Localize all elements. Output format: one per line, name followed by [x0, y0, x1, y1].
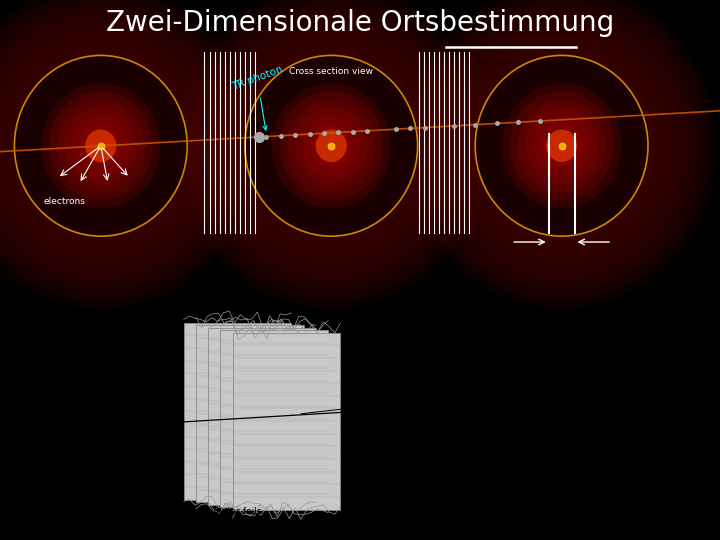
Ellipse shape — [310, 124, 352, 167]
Bar — [208, 328, 316, 504]
Ellipse shape — [7, 48, 194, 244]
Ellipse shape — [41, 83, 161, 208]
Ellipse shape — [406, 0, 717, 308]
Ellipse shape — [0, 26, 215, 265]
Ellipse shape — [0, 0, 256, 308]
Ellipse shape — [518, 100, 606, 192]
Ellipse shape — [541, 124, 582, 167]
Ellipse shape — [57, 100, 145, 192]
Text: Zwei-Dimensionale Ortsbestimmung: Zwei-Dimensionale Ortsbestimmung — [106, 9, 614, 37]
Ellipse shape — [526, 108, 598, 184]
Ellipse shape — [0, 33, 208, 258]
Ellipse shape — [49, 92, 153, 200]
Ellipse shape — [203, 12, 459, 280]
Ellipse shape — [533, 116, 590, 176]
Ellipse shape — [210, 19, 452, 272]
Text: Cross section view: Cross section view — [289, 67, 373, 76]
Bar — [233, 333, 341, 510]
Text: TR photon: TR photon — [409, 355, 455, 364]
Ellipse shape — [427, 5, 696, 287]
Ellipse shape — [65, 108, 137, 184]
Bar — [184, 323, 292, 500]
Ellipse shape — [0, 19, 222, 272]
Ellipse shape — [462, 41, 662, 251]
Bar — [220, 330, 328, 507]
Ellipse shape — [279, 92, 383, 200]
Ellipse shape — [502, 83, 621, 208]
Text: radiator foils: radiator foils — [204, 508, 261, 516]
Ellipse shape — [546, 130, 577, 162]
Ellipse shape — [80, 124, 122, 167]
Ellipse shape — [413, 0, 710, 301]
Ellipse shape — [468, 48, 655, 244]
Text: electrons: electrons — [43, 197, 85, 206]
Ellipse shape — [85, 130, 117, 162]
Ellipse shape — [197, 5, 466, 287]
Text: TR photon: TR photon — [230, 65, 284, 130]
Ellipse shape — [231, 41, 431, 251]
Ellipse shape — [1, 41, 201, 251]
Ellipse shape — [441, 19, 683, 272]
Ellipse shape — [271, 83, 391, 208]
Ellipse shape — [224, 33, 438, 258]
Ellipse shape — [238, 48, 425, 244]
Ellipse shape — [295, 108, 367, 184]
Ellipse shape — [0, 0, 249, 301]
Ellipse shape — [245, 56, 418, 236]
Ellipse shape — [510, 92, 613, 200]
Ellipse shape — [433, 12, 690, 280]
Ellipse shape — [287, 100, 375, 192]
Ellipse shape — [176, 0, 487, 308]
Text: electron: electron — [120, 436, 158, 445]
Ellipse shape — [302, 116, 360, 176]
Ellipse shape — [454, 33, 669, 258]
Text: straw tube: straw tube — [482, 508, 531, 516]
Ellipse shape — [0, 12, 229, 280]
Ellipse shape — [420, 0, 703, 294]
Bar — [196, 325, 304, 502]
Ellipse shape — [183, 0, 480, 301]
Ellipse shape — [0, 5, 235, 287]
Ellipse shape — [315, 130, 347, 162]
Ellipse shape — [189, 0, 473, 294]
Ellipse shape — [448, 26, 675, 265]
Ellipse shape — [217, 26, 445, 265]
Ellipse shape — [475, 56, 648, 236]
Ellipse shape — [0, 0, 243, 294]
Ellipse shape — [14, 56, 187, 236]
Ellipse shape — [72, 116, 130, 176]
